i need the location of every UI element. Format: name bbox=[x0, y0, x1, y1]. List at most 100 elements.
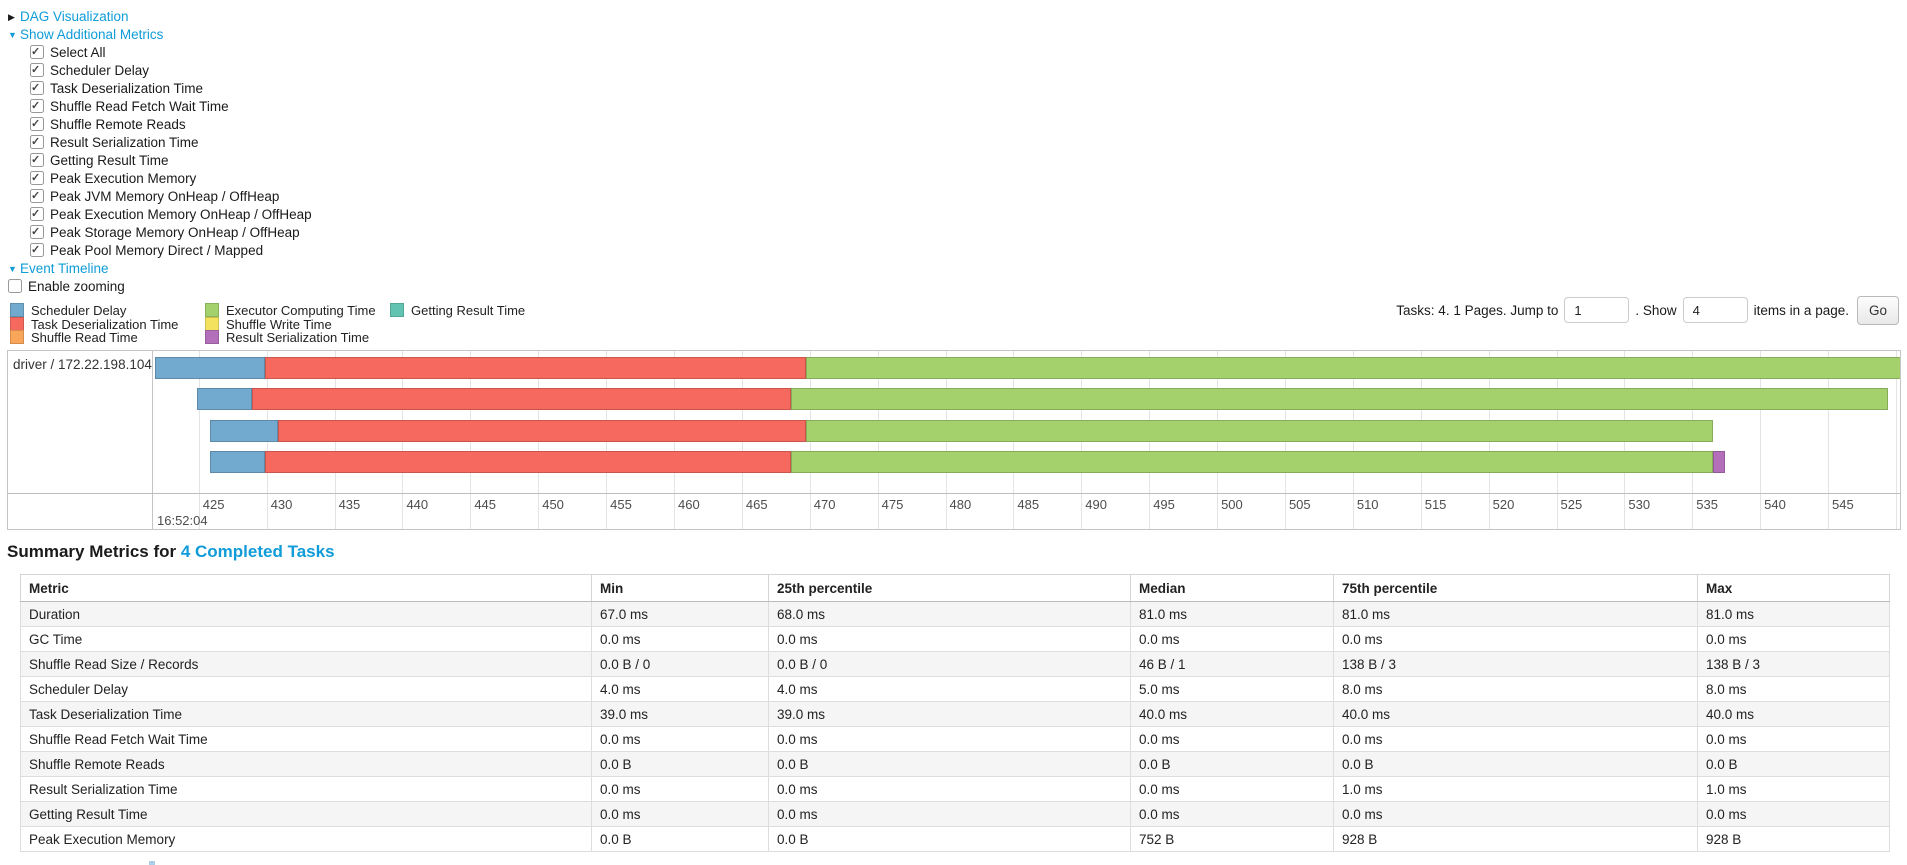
table-cell: 0.0 B bbox=[1697, 751, 1890, 777]
shuffle-read-fetch-wait-time-checkbox[interactable] bbox=[30, 97, 44, 115]
table-cell: 0.0 B bbox=[1130, 751, 1334, 777]
metric-checkbox-row-select-all: Select All bbox=[30, 43, 312, 62]
table-cell: 0.0 B bbox=[591, 826, 769, 852]
table-cell: 0.0 ms bbox=[1130, 726, 1334, 752]
table-cell: 8.0 ms bbox=[1697, 676, 1890, 702]
legend-label: Task Deserialization Time bbox=[31, 316, 179, 332]
peak-storage-memory-onheap-offheap-checkbox[interactable] bbox=[30, 223, 44, 241]
show-additional-metrics-link[interactable]: Show Additional Metrics bbox=[20, 27, 164, 42]
task-4-scheduler-delay-segment[interactable] bbox=[209, 451, 266, 473]
task-2-task-deserialization-segment[interactable] bbox=[251, 387, 791, 410]
result-serialization-time-checkbox[interactable] bbox=[30, 133, 44, 151]
enable-zooming-checkbox[interactable] bbox=[8, 279, 22, 293]
legend-item-shuffle_read: Shuffle Read Time bbox=[10, 330, 138, 345]
jump-to-page-input[interactable] bbox=[1564, 297, 1630, 323]
legend-item-scheduler_delay: Scheduler Delay bbox=[10, 303, 127, 318]
table-cell: 138 B / 3 bbox=[1333, 651, 1698, 677]
table-cell: 46 B / 1 bbox=[1130, 651, 1334, 677]
getting-result-time-label: Getting Result Time bbox=[50, 153, 169, 168]
table-cell: 67.0 ms bbox=[591, 601, 769, 627]
axis-tick-label: 540 bbox=[1764, 497, 1786, 512]
task-4-executor-computing-segment[interactable] bbox=[790, 451, 1713, 473]
dag-visualization-toggle[interactable]: ▶ DAG Visualization bbox=[8, 8, 312, 26]
table-cell: 0.0 B / 0 bbox=[591, 651, 769, 677]
table-cell: 0.0 ms bbox=[1130, 776, 1334, 802]
table-cell: 0.0 ms bbox=[1130, 801, 1334, 827]
task-pagination: Tasks: 4. 1 Pages. Jump to . Show items … bbox=[1396, 294, 1899, 326]
task-3-task-deserialization-segment[interactable] bbox=[277, 420, 806, 442]
getting-result-time-checkbox[interactable] bbox=[30, 151, 44, 169]
dag-visualization-link[interactable]: DAG Visualization bbox=[20, 9, 129, 24]
metric-checkbox-row-peak-jvm-memory-onheap-offheap: Peak JVM Memory OnHeap / OffHeap bbox=[30, 187, 312, 206]
peak-jvm-memory-onheap-offheap-checkbox[interactable] bbox=[30, 187, 44, 205]
event-timeline-toggle[interactable]: ▼ Event Timeline bbox=[8, 260, 312, 278]
select-all-checkbox[interactable] bbox=[30, 43, 44, 61]
task-deserialization-time-checkbox[interactable] bbox=[30, 79, 44, 97]
legend-label: Scheduler Delay bbox=[31, 303, 127, 318]
task-3-executor-computing-segment[interactable] bbox=[805, 420, 1713, 442]
shuffle-read-fetch-wait-time-label: Shuffle Read Fetch Wait Time bbox=[50, 99, 229, 114]
legend-item-getting_result: Getting Result Time bbox=[390, 303, 525, 318]
table-cell: 0.0 ms bbox=[591, 726, 769, 752]
table-cell: 752 B bbox=[1130, 826, 1334, 852]
axis-major-time-label: 16:52:04 bbox=[157, 513, 208, 528]
table-cell: 0.0 ms bbox=[591, 776, 769, 802]
event-timeline-link[interactable]: Event Timeline bbox=[20, 261, 109, 276]
task-4-task-deserialization-segment[interactable] bbox=[265, 451, 791, 473]
table-row: Task Deserialization Time 39.0 ms 39.0 ms 4… bbox=[20, 701, 1890, 727]
metric-checkbox-row-scheduler-delay: Scheduler Delay bbox=[30, 61, 312, 80]
table-row: Getting Result Time 0.0 ms 0.0 ms 0.0 ms 0.0… bbox=[20, 801, 1890, 827]
task-4-result-serialization-segment[interactable] bbox=[1712, 451, 1725, 473]
table-cell: 81.0 ms bbox=[1333, 601, 1698, 627]
metric-checkbox-row-shuffle-remote-reads: Shuffle Remote Reads bbox=[30, 115, 312, 134]
axis-tick-label: 535 bbox=[1696, 497, 1718, 512]
table-row: Scheduler Delay 4.0 ms 4.0 ms 5.0 ms 8.0 ms 8… bbox=[20, 676, 1890, 702]
shuffle_write-swatch-icon bbox=[205, 316, 219, 331]
metric-checkbox-row-peak-execution-memory-onheap-offheap: Peak Execution Memory OnHeap / OffHeap bbox=[30, 205, 312, 224]
items-per-page-input[interactable] bbox=[1682, 297, 1748, 323]
legend-label: Shuffle Write Time bbox=[226, 316, 332, 332]
go-button[interactable]: Go bbox=[1856, 295, 1899, 325]
show-additional-metrics-toggle[interactable]: ▼ Show Additional Metrics bbox=[8, 26, 312, 44]
table-cell: 0.0 ms bbox=[768, 776, 1131, 802]
table-cell: 0.0 ms bbox=[1697, 801, 1890, 827]
task-1-scheduler-delay-segment[interactable] bbox=[155, 357, 266, 379]
peak-execution-memory-checkbox[interactable] bbox=[30, 169, 44, 187]
column-header-max: Max bbox=[1697, 574, 1890, 602]
table-cell: Result Serialization Time bbox=[20, 776, 592, 802]
task-2-executor-computing-segment[interactable] bbox=[790, 387, 1888, 410]
table-row: Peak Execution Memory 0.0 B 0.0 B 752 B 928 … bbox=[20, 826, 1890, 852]
timeline-label-column: driver / 172.22.198.104 bbox=[8, 351, 153, 529]
task-3-scheduler-delay-segment[interactable] bbox=[209, 420, 278, 442]
task-2-scheduler-delay-segment[interactable] bbox=[197, 387, 252, 410]
enable-zooming-row: Enable zooming bbox=[8, 278, 312, 296]
legend-item-executor_computing: Executor Computing Time bbox=[205, 303, 376, 318]
gridline bbox=[198, 351, 200, 529]
peak-pool-memory-direct-mapped-checkbox[interactable] bbox=[30, 241, 44, 259]
task-1-executor-computing-segment[interactable] bbox=[805, 357, 1900, 379]
expanded-arrow-icon: ▼ bbox=[8, 30, 17, 40]
completed-tasks-link[interactable]: 4 Completed Tasks bbox=[180, 542, 335, 561]
metric-checkbox-row-getting-result-time: Getting Result Time bbox=[30, 151, 312, 170]
scheduler-delay-checkbox[interactable] bbox=[30, 61, 44, 79]
table-row: Result Serialization Time 0.0 ms 0.0 ms 0.0… bbox=[20, 776, 1890, 802]
table-cell: 81.0 ms bbox=[1697, 601, 1890, 627]
metric-checkbox-row-task-deserialization-time: Task Deserialization Time bbox=[30, 79, 312, 98]
table-cell: 0.0 ms bbox=[1333, 726, 1698, 752]
peak-execution-memory-onheap-offheap-checkbox[interactable] bbox=[30, 205, 44, 223]
axis-tick-label: 450 bbox=[542, 497, 564, 512]
event-timeline-chart: driver / 172.22.198.104 425 430 435 440 445 4… bbox=[7, 350, 1901, 530]
axis-tick-label: 425 bbox=[202, 497, 225, 512]
table-cell: 0.0 ms bbox=[591, 801, 769, 827]
table-row: Duration 67.0 ms 68.0 ms 81.0 ms 81.0 ms 81.0… bbox=[20, 601, 1890, 627]
table-cell: Peak Execution Memory bbox=[20, 826, 592, 852]
table-cell: 1.0 ms bbox=[1697, 776, 1890, 802]
task-1-task-deserialization-segment[interactable] bbox=[265, 357, 806, 379]
collapsed-arrow-icon: ▶ bbox=[8, 12, 15, 22]
table-cell: Shuffle Read Fetch Wait Time bbox=[20, 726, 592, 752]
table-cell: 0.0 B bbox=[768, 751, 1131, 777]
enable-zooming-label: Enable zooming bbox=[28, 279, 125, 294]
shuffle-remote-reads-checkbox[interactable] bbox=[30, 115, 44, 133]
timeline-plot-area: 425 430 435 440 445 450 455 460 465 470 475 480 485 4… bbox=[154, 351, 1900, 529]
legend-item-task_deserialization: Task Deserialization Time bbox=[10, 316, 179, 332]
